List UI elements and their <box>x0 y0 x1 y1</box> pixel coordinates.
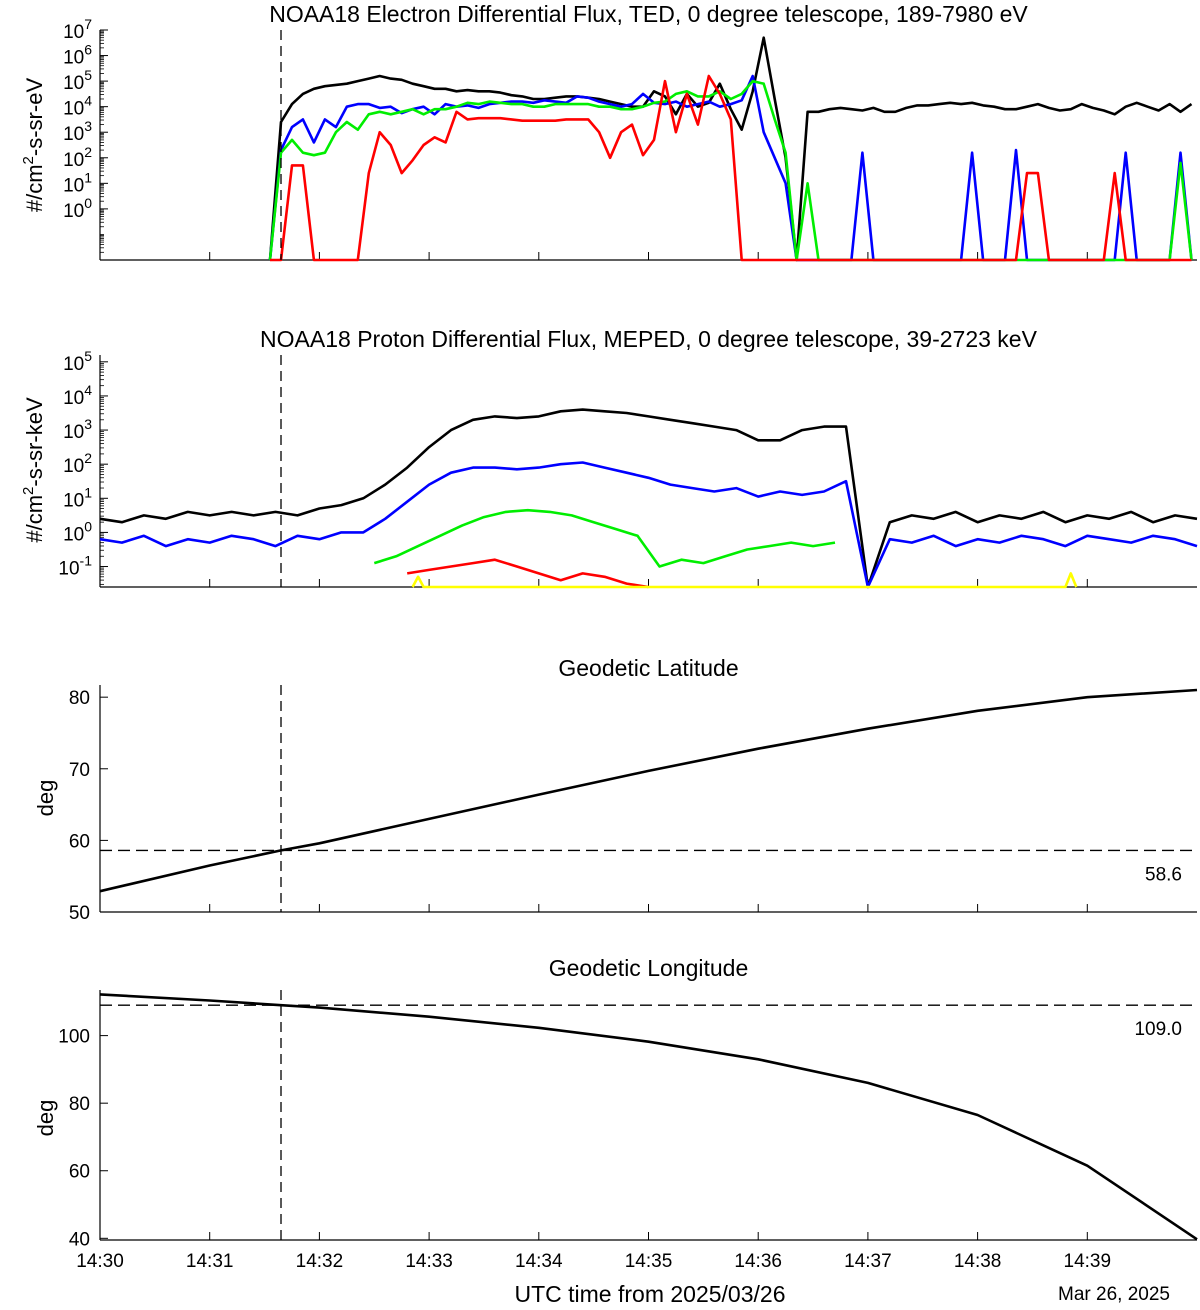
y-tick-exponent: 6 <box>84 42 92 58</box>
y-tick-label: 104 <box>63 382 92 409</box>
y-tick-exponent: 1 <box>84 484 92 500</box>
y-tick-exponent: 7 <box>84 16 92 32</box>
y-tick-exponent: 3 <box>84 416 92 432</box>
y-tick-exponent: 3 <box>84 118 92 134</box>
y-tick-label: 80 <box>69 688 90 709</box>
y-tick-label: 106 <box>63 42 92 69</box>
y-tick-label: 103 <box>63 118 92 145</box>
y-tick-exponent: 5 <box>84 67 92 83</box>
panel-title: Geodetic Longitude <box>549 955 749 981</box>
y-tick-label: 104 <box>63 93 92 120</box>
series-line <box>99 688 1198 893</box>
y-tick-base: 10 <box>63 22 84 43</box>
y-tick-exponent: 0 <box>84 195 92 211</box>
y-tick-label: 80 <box>69 1094 90 1115</box>
series-line <box>268 36 1193 262</box>
y-tick-base: 10 <box>63 124 84 145</box>
y-axis-label: deg <box>33 1100 58 1137</box>
y-tick-base: 10 <box>63 524 84 545</box>
reference-value-label: 109.0 <box>1134 1019 1182 1040</box>
x-tick-label: 14:31 <box>186 1251 234 1272</box>
y-tick-base: 10 <box>63 201 84 222</box>
y-tick-label: 100 <box>58 1027 90 1048</box>
y-tick-label: 101 <box>63 484 92 511</box>
x-tick-label: 14:38 <box>954 1251 1002 1272</box>
panel-title: Geodetic Latitude <box>558 655 738 681</box>
y-label-superscript: 2 <box>20 487 37 495</box>
series-line <box>99 993 1198 1241</box>
y-axis-label: #/cm2-s-sr-keV <box>20 397 47 543</box>
panel-4: deg <box>33 990 1198 1241</box>
panel-title: NOAA18 Electron Differential Flux, TED, … <box>269 1 1028 27</box>
x-tick-label: 14:34 <box>515 1251 563 1272</box>
y-tick-label: 107 <box>63 16 92 43</box>
y-tick-label: 40 <box>69 1229 90 1250</box>
y-tick-base: 10 <box>58 559 79 580</box>
panel-title: NOAA18 Proton Differential Flux, MEPED, … <box>260 326 1038 352</box>
y-tick-base: 10 <box>63 490 84 511</box>
x-tick-label: 14:32 <box>296 1251 344 1272</box>
y-tick-exponent: 5 <box>84 348 92 364</box>
y-label-text: #/cm <box>22 164 47 212</box>
y-tick-label: 102 <box>63 450 92 477</box>
x-tick-label: 14:30 <box>76 1251 124 1272</box>
y-tick-label: 60 <box>69 831 90 852</box>
y-tick-label: 105 <box>63 67 92 94</box>
y-tick-base: 10 <box>63 48 84 69</box>
y-tick-base: 10 <box>63 388 84 409</box>
y-tick-base: 10 <box>63 99 84 120</box>
y-tick-base: 10 <box>63 422 84 443</box>
x-axis-label: UTC time from 2025/03/26 <box>514 1281 785 1307</box>
y-axis-label: #/cm2-s-sr-eV <box>20 78 47 213</box>
series-line <box>268 74 1193 262</box>
y-tick-label: 105 <box>63 348 92 375</box>
y-tick-label: 102 <box>63 144 92 171</box>
y-tick-exponent: 0 <box>84 518 92 534</box>
y-tick-base: 10 <box>63 150 84 171</box>
series-line <box>99 461 1198 589</box>
y-tick-exponent: 2 <box>84 144 92 160</box>
y-tick-label: 103 <box>63 416 92 443</box>
reference-value-label: 58.6 <box>1145 864 1182 885</box>
y-tick-exponent: -1 <box>80 553 93 569</box>
x-tick-label: 14:35 <box>625 1251 673 1272</box>
y-tick-exponent: 2 <box>84 450 92 466</box>
y-tick-exponent: 4 <box>84 93 92 109</box>
y-tick-label: 100 <box>63 195 92 222</box>
y-label-text: -s-sr-eV <box>22 78 47 157</box>
y-tick-base: 10 <box>63 73 84 94</box>
y-axis-label: deg <box>33 780 58 817</box>
x-tick-label: 14:33 <box>405 1251 453 1272</box>
x-tick-label: 14:39 <box>1064 1251 1112 1272</box>
x-tick-label: 14:36 <box>734 1251 782 1272</box>
series-line <box>373 508 836 568</box>
y-tick-label: 50 <box>69 903 90 924</box>
y-tick-label: 60 <box>69 1162 90 1183</box>
y-tick-label: 101 <box>63 169 92 196</box>
y-tick-base: 10 <box>63 354 84 375</box>
series-line <box>268 79 1193 262</box>
series-line <box>270 74 1192 262</box>
y-tick-base: 10 <box>63 456 84 477</box>
y-label-superscript: 2 <box>20 156 37 164</box>
y-tick-label: 10-1 <box>58 553 92 580</box>
series-line <box>99 408 1198 589</box>
y-tick-base: 10 <box>63 175 84 196</box>
y-tick-exponent: 4 <box>84 382 92 398</box>
y-tick-exponent: 1 <box>84 169 92 185</box>
x-tick-label: 14:37 <box>844 1251 892 1272</box>
date-label: Mar 26, 2025 <box>1058 1284 1170 1305</box>
y-label-text: -s-sr-keV <box>22 397 47 487</box>
panel-3: deg <box>33 685 1198 913</box>
y-tick-label: 100 <box>63 518 92 545</box>
y-label-text: #/cm <box>22 495 47 543</box>
y-tick-label: 70 <box>69 760 90 781</box>
series-line <box>406 558 649 589</box>
series-line <box>411 572 1078 589</box>
